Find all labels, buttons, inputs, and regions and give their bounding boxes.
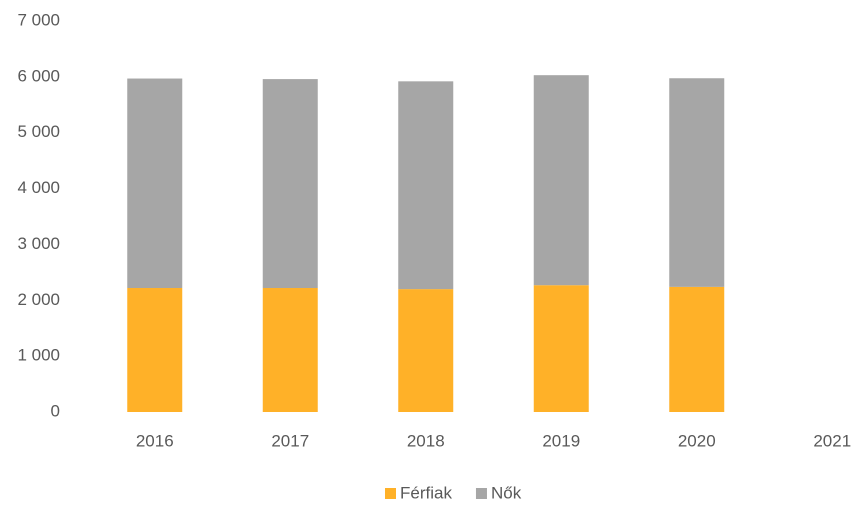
y-tick-label: 5 000 — [17, 122, 60, 141]
legend-swatch — [385, 488, 396, 499]
x-tick-label: 2017 — [271, 431, 309, 450]
x-tick-label: 2021 — [813, 431, 851, 450]
y-tick-label: 6 000 — [17, 66, 60, 85]
bar-segment — [398, 81, 454, 290]
bar-segment — [533, 75, 589, 286]
y-tick-label: 4 000 — [17, 178, 60, 197]
y-tick-label: 7 000 — [17, 10, 60, 29]
bar-segment — [262, 287, 318, 412]
x-tick-label: 2016 — [136, 431, 174, 450]
bar-segment — [127, 78, 183, 288]
bar-segment — [262, 79, 318, 288]
bar-segment — [127, 287, 183, 412]
bar-segment — [533, 285, 589, 412]
y-tick-label: 2 000 — [17, 290, 60, 309]
x-tick-label: 2019 — [542, 431, 580, 450]
y-tick-label: 0 — [51, 401, 60, 420]
legend-swatch — [475, 488, 487, 499]
bar-segment — [669, 78, 725, 287]
y-tick-label: 1 000 — [17, 346, 60, 365]
bar-segment — [669, 286, 725, 412]
x-tick-label: 2020 — [678, 431, 716, 450]
x-tick-label: 2018 — [407, 431, 445, 450]
bar-segment — [398, 289, 454, 412]
legend-label: Férfiak — [400, 483, 452, 502]
y-tick-label: 3 000 — [17, 234, 60, 253]
legend-label: Nők — [491, 483, 522, 502]
